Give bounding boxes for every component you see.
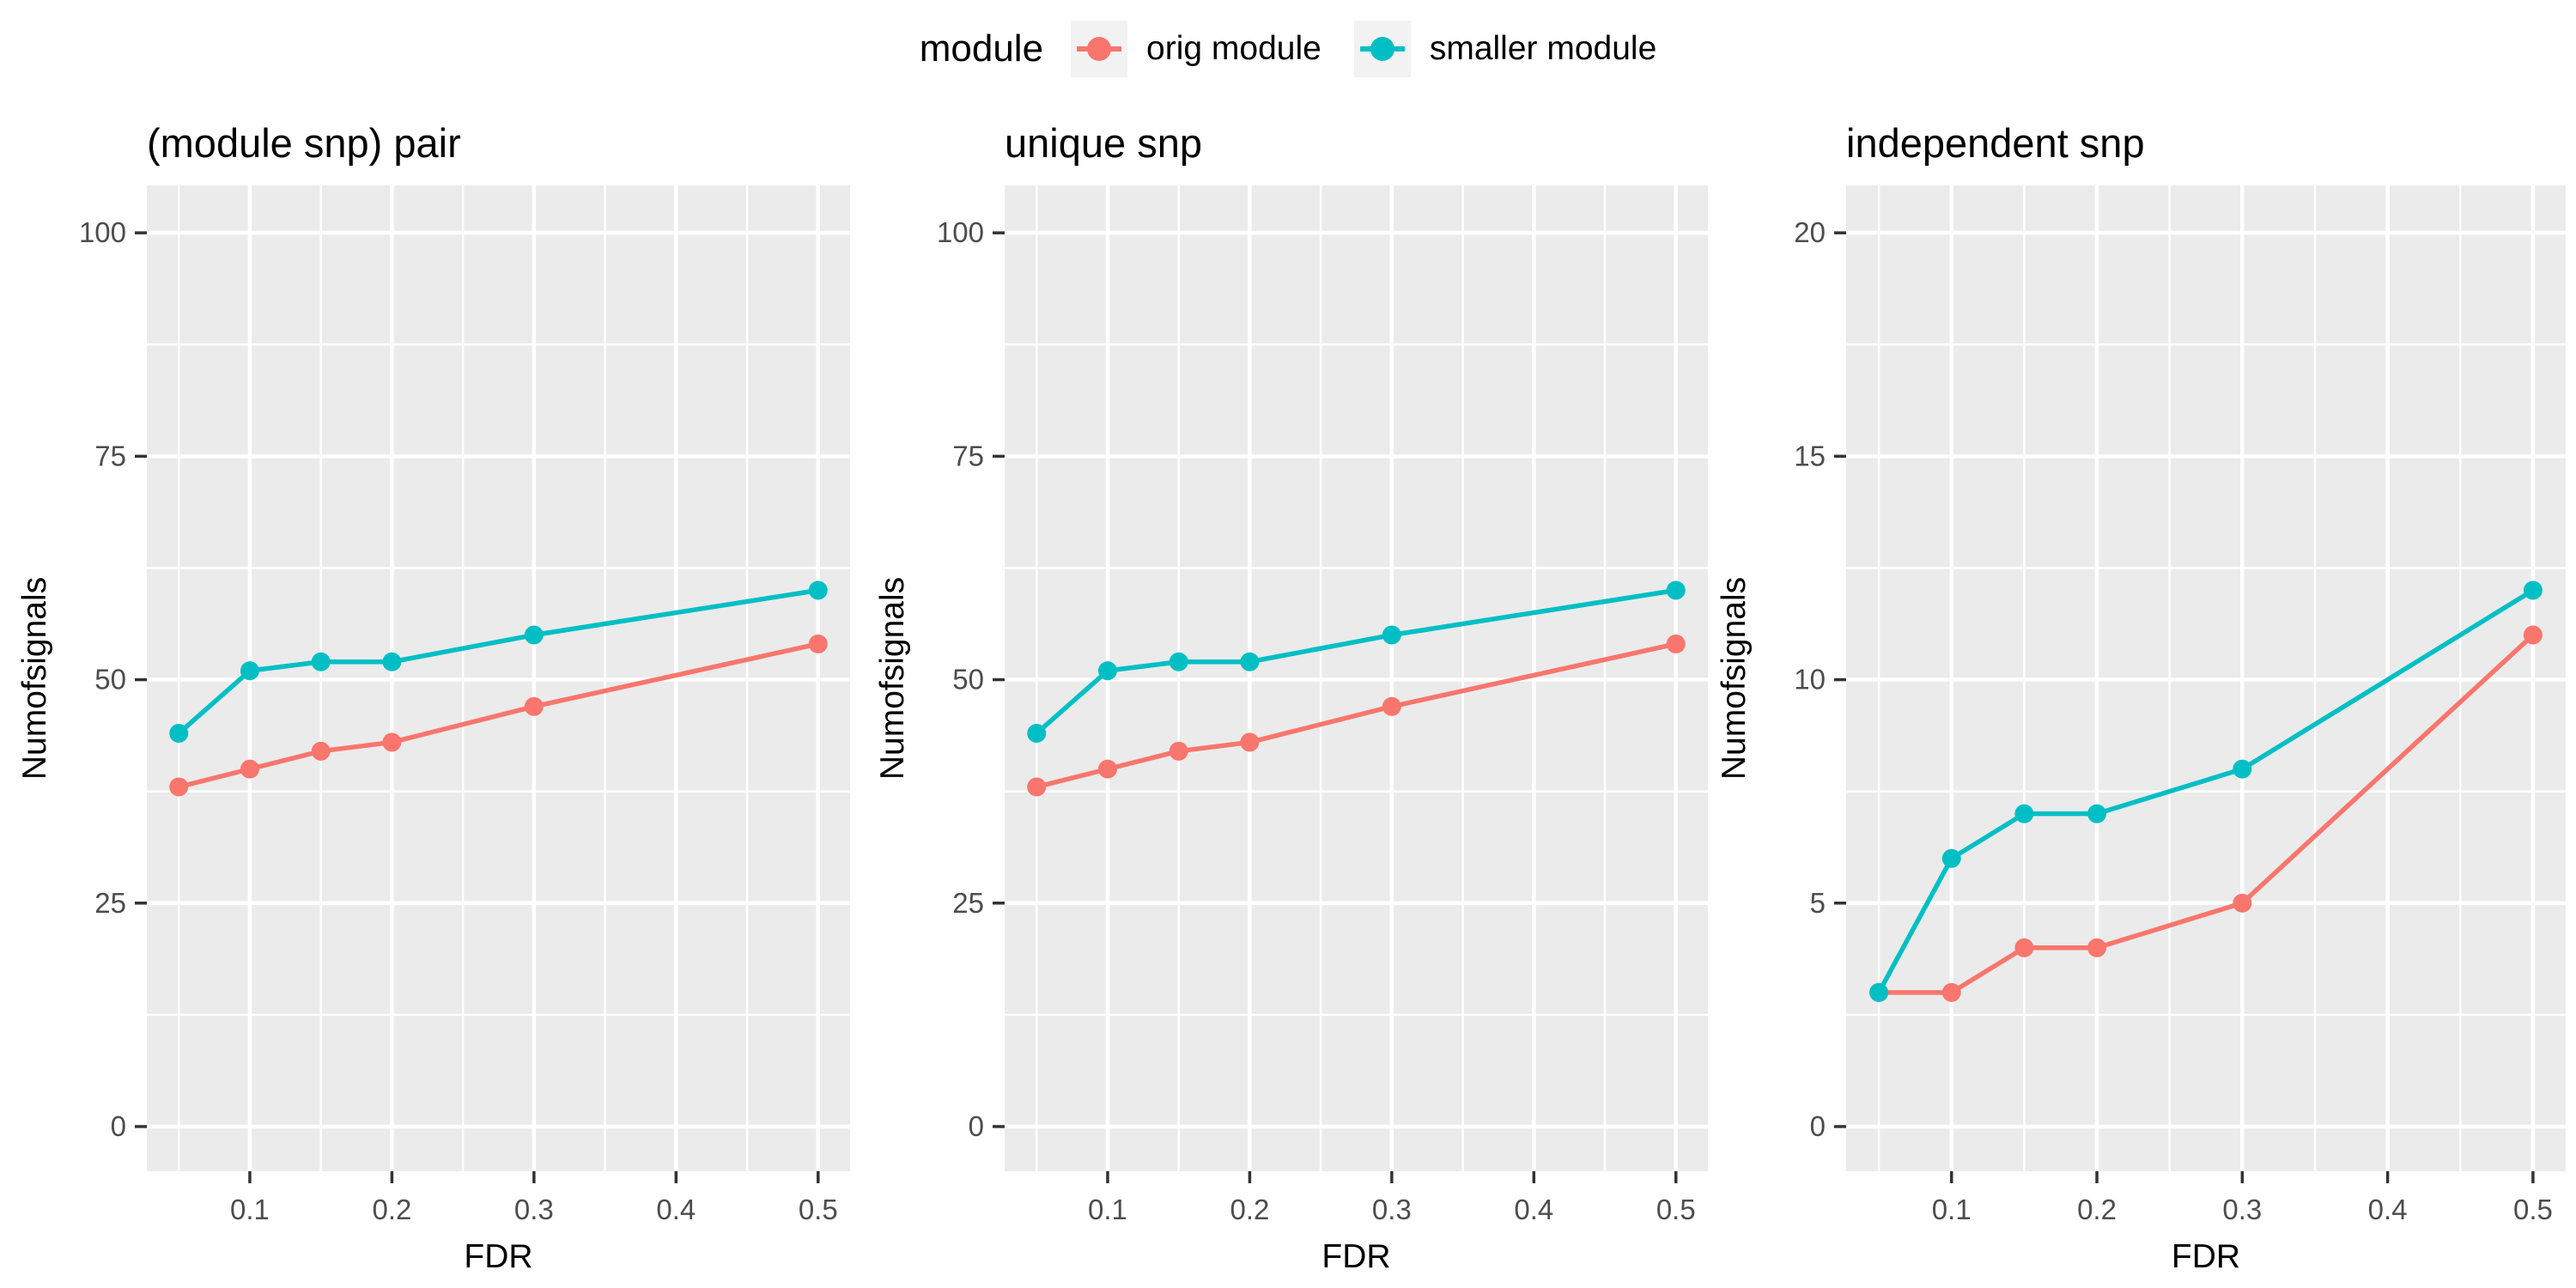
- data-point-orig-module: [1027, 777, 1047, 797]
- data-point-orig-module: [311, 741, 331, 761]
- y-tick-label: 10: [1794, 664, 1826, 696]
- data-point-smaller-module: [311, 652, 331, 671]
- x-tick-label: 0.4: [1514, 1194, 1553, 1225]
- x-tick-label: 0.4: [2368, 1194, 2408, 1225]
- y-tick-label: 25: [94, 887, 126, 919]
- data-point-smaller-module: [1941, 848, 1961, 868]
- facet-title-3: independent snp: [1846, 120, 2145, 166]
- data-point-smaller-module: [240, 661, 259, 681]
- x-axis-title: FDR: [1321, 1238, 1390, 1275]
- x-axis-title: FDR: [464, 1238, 532, 1275]
- x-tick-label: 0.3: [2222, 1194, 2262, 1225]
- data-point-orig-module: [808, 634, 828, 653]
- data-point-orig-module: [2014, 938, 2034, 957]
- data-point-smaller-module: [1382, 625, 1401, 645]
- x-tick-label: 0.2: [372, 1194, 411, 1225]
- data-point-smaller-module: [2087, 804, 2107, 823]
- data-point-smaller-module: [2523, 580, 2543, 600]
- data-point-smaller-module: [1869, 982, 1889, 1002]
- data-point-smaller-module: [169, 724, 189, 744]
- x-tick-label: 0.4: [656, 1194, 696, 1225]
- x-tick-label: 0.1: [1088, 1194, 1127, 1225]
- data-point-smaller-module: [1097, 661, 1117, 681]
- y-tick-label: 5: [1810, 887, 1826, 919]
- x-tick-label: 0.1: [1932, 1194, 1971, 1225]
- series-line-smaller-module: [1035, 587, 1677, 736]
- data-point-orig-module: [1666, 634, 1686, 653]
- x-tick-label: 0.5: [799, 1194, 838, 1225]
- data-point-smaller-module: [382, 652, 402, 671]
- series-line-orig-module: [1036, 641, 1677, 790]
- x-tick-label: 0.5: [2513, 1194, 2553, 1225]
- series-line-smaller-module: [1876, 588, 2535, 994]
- y-tick-label: 0: [111, 1110, 126, 1142]
- legend-entry-smaller-module: smaller module: [1353, 21, 1657, 77]
- y-tick-label: 75: [952, 440, 984, 471]
- y-tick-label: 20: [1794, 216, 1826, 248]
- y-tick-label: 25: [952, 887, 984, 919]
- y-axis-title: Numofsignals: [16, 577, 53, 780]
- data-point-orig-module: [169, 777, 189, 797]
- data-point-smaller-module: [1169, 652, 1188, 671]
- y-tick-label: 75: [94, 440, 126, 471]
- data-point-orig-module: [1240, 732, 1260, 752]
- y-axis-title: Numofsignals: [874, 577, 911, 780]
- y-axis-title: Numofsignals: [1716, 577, 1753, 780]
- facet-title-2: unique snp: [1005, 120, 1202, 166]
- data-point-orig-module: [1097, 759, 1117, 779]
- data-point-smaller-module: [1666, 580, 1686, 600]
- x-tick-label: 0.1: [230, 1194, 270, 1225]
- data-point-orig-module: [382, 732, 402, 752]
- legend-title: module: [919, 27, 1044, 70]
- legend-key-orig-module-icon: [1071, 21, 1128, 77]
- x-tick-label: 0.2: [1230, 1194, 1269, 1225]
- legend-label: orig module: [1146, 30, 1321, 67]
- legend-label: smaller module: [1429, 30, 1657, 67]
- y-tick-label: 50: [94, 664, 126, 696]
- data-point-orig-module: [2523, 625, 2543, 645]
- data-point-orig-module: [1941, 982, 1961, 1002]
- x-tick-label: 0.3: [514, 1194, 554, 1225]
- facet-title-1: (module snp) pair: [147, 120, 461, 166]
- data-point-orig-module: [2087, 938, 2107, 957]
- y-tick-label: 0: [1810, 1110, 1826, 1142]
- x-tick-label: 0.3: [1372, 1194, 1412, 1225]
- data-point-orig-module: [1169, 741, 1188, 761]
- data-point-smaller-module: [2233, 759, 2252, 779]
- y-tick-label: 50: [952, 664, 984, 696]
- data-point-orig-module: [240, 759, 259, 779]
- x-tick-label: 0.5: [1656, 1194, 1696, 1225]
- data-point-smaller-module: [808, 580, 828, 600]
- legend-key-smaller-module-icon: [1353, 21, 1411, 77]
- data-point-orig-module: [2233, 893, 2252, 913]
- series-line-orig-module: [178, 641, 819, 790]
- data-point-orig-module: [524, 696, 544, 716]
- y-tick-label: 15: [1794, 440, 1826, 471]
- series-line-smaller-module: [177, 587, 819, 736]
- series-line-orig-module: [1879, 633, 2535, 995]
- y-tick-label: 100: [79, 216, 126, 248]
- legend-entry-orig-module: orig module: [1071, 21, 1321, 77]
- x-axis-title: FDR: [2172, 1238, 2240, 1275]
- data-point-smaller-module: [1027, 724, 1047, 744]
- x-tick-label: 0.2: [2077, 1194, 2117, 1225]
- y-tick-label: 100: [937, 216, 984, 248]
- data-point-orig-module: [1382, 696, 1401, 716]
- legend: module orig module smaller module: [0, 9, 2576, 89]
- y-tick-label: 0: [969, 1110, 984, 1142]
- legend-entries: orig module smaller module: [1071, 21, 1656, 77]
- data-point-smaller-module: [524, 625, 544, 645]
- data-point-smaller-module: [2014, 804, 2034, 823]
- data-point-smaller-module: [1240, 652, 1260, 671]
